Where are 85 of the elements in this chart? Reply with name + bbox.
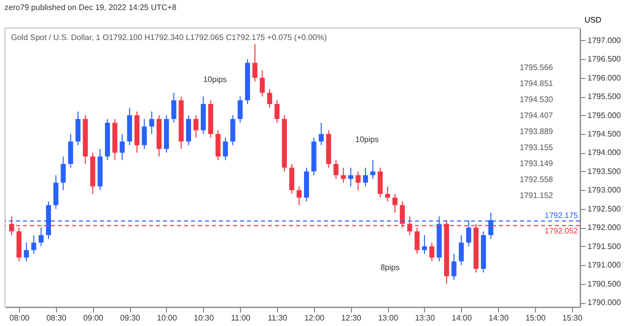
candlestick: [385, 186, 390, 202]
y-tick-label: 1790.000: [588, 298, 622, 308]
candlestick: [362, 167, 368, 187]
candlestick: [274, 100, 280, 124]
candlestick: [193, 114, 198, 138]
x-tick-label: 10:30: [194, 314, 214, 322]
y-tick-label: 1795.000: [588, 110, 622, 120]
candlestick: [186, 114, 192, 146]
x-tick-label: 11:00: [230, 314, 251, 322]
x-tick-label: 14:30: [488, 314, 510, 322]
candlestick: [230, 114, 236, 146]
text: zero79 published on Dec 19, 2022 14:25 UTC+8: [4, 3, 177, 12]
candlestick: [378, 167, 383, 198]
x-tick-label: 08:30: [46, 314, 67, 322]
annotation: 1794.530: [520, 95, 554, 104]
y-tick-label: 1791.000: [588, 260, 622, 270]
candlestick: [75, 111, 80, 146]
annotation: 1793.155: [520, 143, 554, 152]
y-axis-title: USD: [584, 16, 602, 24]
y-tick-label: 1790.500: [588, 279, 622, 288]
candlestick: [296, 186, 302, 206]
x-tick-label: 13:30: [414, 314, 436, 322]
candlestick: [267, 88, 272, 108]
x-tick-label: 08:00: [9, 314, 30, 322]
annotation: 1793.149: [520, 159, 554, 168]
candlestick: [38, 227, 44, 247]
annotation: 1793.889: [520, 127, 554, 136]
chart-title: Gold Spot / U.S. Dollar, 1 O1792.100 H1792.340 L1792.065 C1792.175 +0.075 (+0.00%): [11, 33, 327, 42]
x-tick-label: 14:00: [452, 314, 472, 322]
candlestick: [289, 163, 294, 194]
candlestick: [120, 133, 125, 161]
candlestick: [422, 234, 427, 254]
candlestick: [216, 130, 221, 161]
x-tick-label: 12:30: [341, 314, 362, 322]
annotation: 1795.566: [520, 63, 554, 72]
y-tick-label: 1795.500: [588, 92, 622, 102]
x-tick-label: 15:30: [562, 314, 583, 322]
annotation: 1794.407: [520, 111, 554, 120]
annotation: 8pips: [380, 263, 400, 272]
y-tick-label: 1794.500: [588, 129, 622, 138]
annotation: 10pips: [355, 135, 379, 144]
candlestick: [318, 122, 324, 146]
y-tick-label: 1796.500: [588, 54, 622, 64]
x-tick-label: 10:00: [156, 314, 178, 322]
candlestick: [260, 70, 265, 98]
candlestick: [333, 160, 338, 180]
candlestick: [222, 137, 228, 161]
y-tick-label: 1791.500: [588, 242, 622, 251]
y-tick-label: 1792.000: [588, 223, 622, 232]
annotation: 10pips: [203, 75, 227, 84]
candlestick: [31, 234, 36, 254]
y-tick-label: 1793.500: [588, 166, 622, 176]
annotation: 1791.152: [520, 191, 554, 200]
candlestick: [149, 111, 154, 134]
candlestick: [24, 242, 29, 262]
candlestick: [356, 170, 361, 191]
x-tick-label: 12:00: [304, 314, 325, 322]
x-tick-label: 13:00: [378, 314, 399, 322]
y-tick-label: 1794.000: [588, 148, 622, 158]
candlestick: [458, 234, 464, 266]
candlestick: [171, 92, 176, 124]
ref-line-label: 1792.052: [544, 226, 579, 236]
x-tick-label: 15:00: [526, 314, 546, 322]
ref-line-label: 1792.175: [544, 211, 579, 220]
candlestick: [60, 156, 66, 191]
candlestick: [53, 174, 58, 210]
candlestick: [68, 133, 74, 168]
y-tick-label: 1796.000: [588, 73, 622, 82]
y-tick-label: 1793.000: [588, 186, 622, 195]
candlestick: [429, 242, 434, 262]
x-tick-label: 09:00: [83, 314, 104, 322]
x-tick-label: 11:30: [268, 314, 288, 322]
annotation: 1794.851: [520, 79, 554, 88]
candlestick: [142, 118, 147, 150]
candlestick: [392, 193, 398, 214]
x-tick-label: 09:30: [120, 314, 141, 322]
candlestick: [340, 167, 346, 184]
candlestick: [451, 253, 456, 281]
y-tick-label: 1792.500: [588, 204, 622, 214]
candlestick: [238, 96, 243, 124]
candlestick: [348, 167, 354, 187]
y-tick-label: 1797.000: [588, 36, 622, 45]
candlestick: [252, 44, 258, 82]
candlestick: [370, 160, 376, 180]
annotation: 1792.558: [520, 175, 554, 184]
